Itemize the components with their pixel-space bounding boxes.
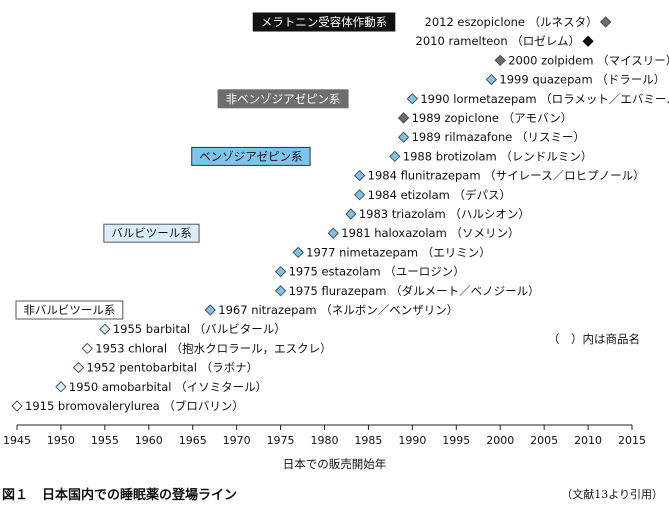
category-box (15, 300, 124, 320)
drug-label: 1955 barbital （バルビタール） (113, 322, 286, 336)
drug-marker (397, 131, 410, 143)
category-box (217, 89, 349, 109)
drug-marker (354, 169, 366, 182)
x-tick-label: 1945 (3, 434, 31, 447)
x-tick-label: 1970 (223, 434, 251, 447)
category-label: メラトニン受容体作動系 (261, 15, 388, 29)
drug-marker (397, 112, 410, 124)
figure-caption: 図１ 日本国内での睡眠薬の登場ライン (2, 484, 237, 503)
drug-label: 1984 flunitrazepam （サイレース／ロヒプノール） (368, 169, 645, 183)
drug-marker (204, 304, 216, 316)
drug-marker (274, 265, 287, 278)
x-tick-label: 1965 (179, 434, 207, 447)
brand-name-note: （ ）内は商品名 (548, 332, 640, 346)
drug-marker (485, 73, 498, 86)
drug-marker (345, 208, 357, 220)
drug-marker (406, 93, 418, 105)
drug-marker (11, 400, 23, 412)
timeline-chart: 1945 1950 1955 1960 1965 1970 1975 1980 1985 1990… (3, 12, 669, 447)
drug-label: 1983 triazolam （ハルシオン） (359, 207, 530, 221)
x-tick-label: 2000 (486, 434, 514, 447)
x-tick-label: 1960 (135, 434, 163, 447)
category-box (103, 223, 200, 243)
drug-label: 1952 pentobarbital （ラボナ） (87, 361, 259, 375)
drug-marker (81, 342, 93, 355)
drug-label: 1990 lormetazepam （ロラメット／エバミール） (420, 92, 669, 106)
drug-marker (72, 361, 85, 374)
drug-label: 1981 haloxazolam （ソメリン） (341, 226, 519, 240)
drug-label: 1915 bromovalerylurea （ブロバリン） (25, 399, 244, 413)
category-label: バルビツール系 (111, 226, 192, 240)
x-tick-label: 1995 (442, 434, 470, 447)
category-box (252, 12, 396, 32)
drug-label: 1988 brotizolam （レンドルミン） (403, 149, 593, 163)
drug-marker (494, 54, 506, 67)
category-label: ベンゾジアゼピン系 (199, 149, 302, 163)
category-label: 非バルビツール系 (23, 303, 115, 317)
drug-marker (55, 381, 67, 393)
category-box (191, 146, 311, 166)
drug-label: 1984 etizolam （デパス） (368, 188, 511, 202)
drug-label: 1999 quazepam （ドラール） (499, 73, 665, 87)
drug-label: 2000 zolpidem （マイスリー） (508, 53, 669, 67)
drug-label: 1975 estazolam （ユーロジン） (289, 265, 465, 279)
drug-label: 1950 amobarbital （イソミタール） (69, 380, 267, 394)
drug-label: 2012 eszopiclone （ルネスタ） (425, 15, 598, 29)
x-tick-label: 2005 (530, 434, 558, 447)
drug-marker (99, 323, 111, 335)
x-tick-label: 1985 (354, 434, 382, 447)
category-label: 非ベンゾジアゼピン系 (226, 92, 341, 106)
drug-marker (292, 246, 304, 259)
drug-label: 1977 nimetazepam （エリミン） (306, 245, 491, 259)
source-citation: （文献13より引用） (561, 488, 663, 501)
drug-marker (582, 35, 594, 47)
drug-marker (274, 285, 287, 297)
drug-label: 2010 ramelteon （ロゼレム） (416, 34, 581, 48)
drug-marker (327, 227, 339, 239)
drug-label: 1975 flurazepam （ダルメート／ベノジール） (289, 284, 540, 298)
x-axis-title: 日本での販売開始年 (282, 457, 387, 471)
figure-title: 日本国内での睡眠薬の登場ライン (42, 488, 238, 503)
drug-marker (600, 16, 612, 28)
x-tick-label: 1990 (398, 434, 426, 447)
drug-marker (389, 150, 401, 163)
drug-label: 1989 rilmazafone （リスミー） (412, 130, 585, 144)
drug-marker (354, 189, 366, 201)
figure-number: 図１ (2, 488, 29, 503)
x-tick-label: 2015 (618, 434, 646, 447)
x-tick-label: 1980 (311, 434, 339, 447)
x-tick-label: 1975 (267, 434, 295, 447)
x-tick-label: 2010 (574, 434, 602, 447)
drug-label: 1967 nitrazepam （ネルボン／ベンザリン） (218, 303, 458, 317)
drug-label: 1953 chloral （抱水クロラール，エスクレ） (95, 341, 331, 355)
x-tick-label: 1955 (91, 434, 119, 447)
drug-label: 1989 zopiclone （アモバン） (412, 111, 573, 125)
x-tick-label: 1950 (47, 434, 75, 447)
